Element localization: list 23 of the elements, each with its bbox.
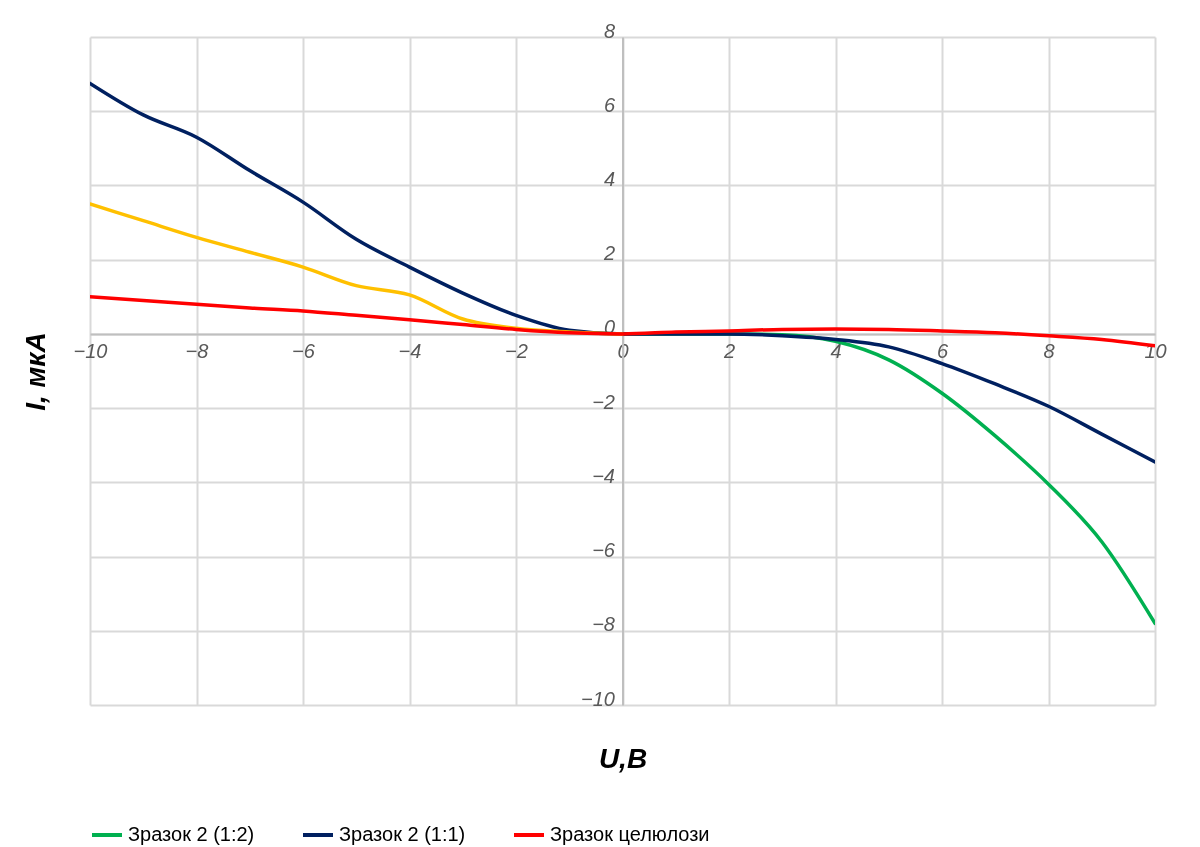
x-tick-label: 6: [936, 340, 949, 363]
legend-label: Зразок целюлози: [550, 823, 710, 845]
y-tick-label: −8: [592, 613, 615, 636]
x-tick-label: −8: [185, 340, 209, 363]
x-tick-label: 2: [722, 340, 736, 363]
y-tick-label: −4: [592, 464, 615, 487]
y-tick-label: −6: [592, 539, 616, 562]
y-tick-label: −2: [592, 390, 615, 413]
y-tick-label: 4: [603, 167, 615, 190]
x-tick-label: −2: [505, 340, 528, 363]
x-tick-label: 8: [1043, 340, 1055, 363]
y-tick-label: −10: [581, 687, 615, 710]
y-tick-label: 2: [602, 242, 615, 265]
x-axis-title: U,B: [598, 742, 648, 774]
x-tick-label: −6: [292, 340, 316, 363]
y-tick-label: 6: [603, 93, 616, 116]
x-tick-label: −10: [73, 340, 108, 363]
legend-label: Зразок 2 (1:1): [339, 823, 466, 845]
x-tick-label: −4: [398, 340, 422, 363]
y-axis-title: I, мкА: [19, 332, 51, 411]
y-tick-label: 8: [603, 19, 615, 42]
legend-label: Зразок 2 (1:2): [128, 823, 255, 845]
x-tick-label: 4: [830, 340, 842, 363]
